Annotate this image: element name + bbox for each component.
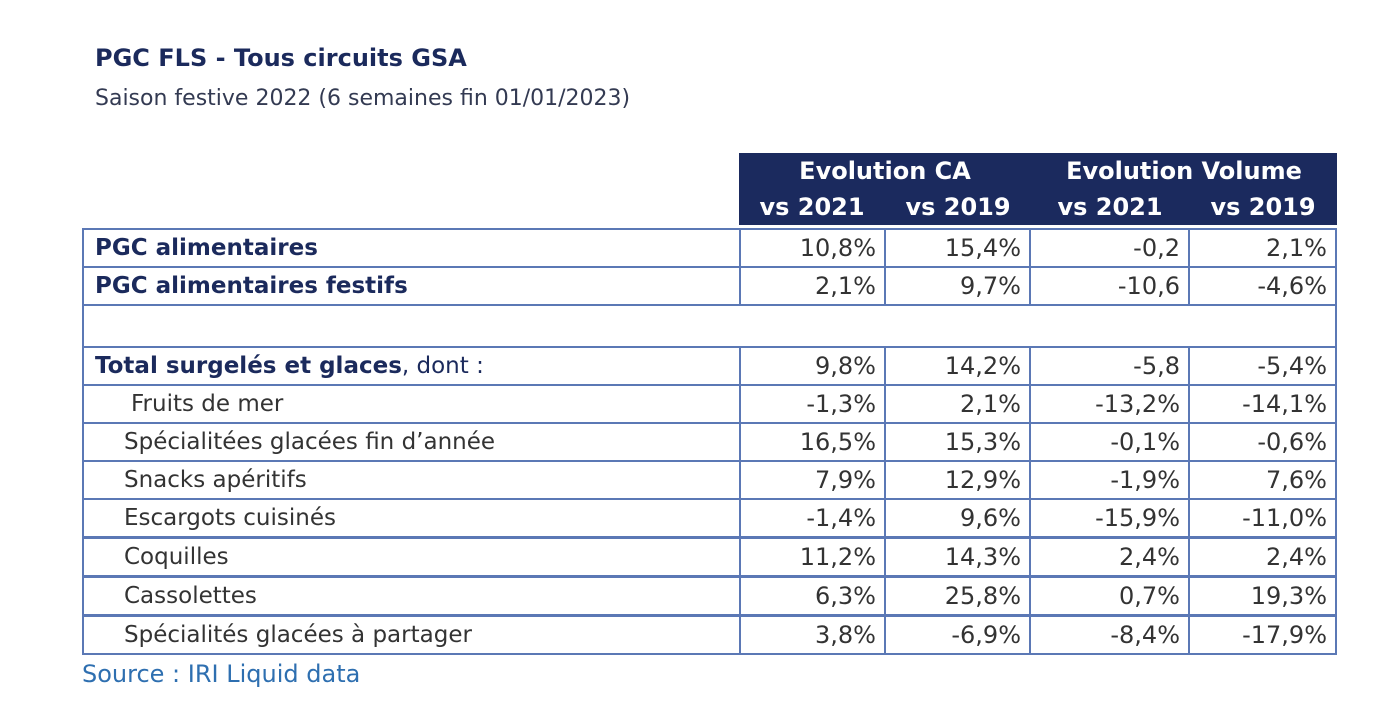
cell-ca-2021: 11,2%: [739, 537, 886, 577]
cell-vol-2019: -4,6%: [1188, 266, 1337, 306]
source-note: Source : IRI Liquid data: [82, 660, 361, 688]
cell-vol-2021: 0,7%: [1029, 576, 1190, 616]
cell-vol-2019: 19,3%: [1188, 576, 1337, 616]
table-row: Fruits de mer -1,3% 2,1% -13,2% -14,1%: [82, 384, 1337, 424]
cell-ca-2019: -6,9%: [884, 615, 1031, 655]
cell-ca-2019: 14,2%: [884, 346, 1031, 386]
cell-ca-2019: 12,9%: [884, 460, 1031, 500]
cell-vol-2021: -0,2: [1029, 228, 1190, 268]
cell-vol-2021: -1,9%: [1029, 460, 1190, 500]
table-row: Total surgelés et glaces, dont : 9,8% 14…: [82, 346, 1337, 386]
table-header: Evolution CA Evolution Volume vs 2021 vs…: [739, 153, 1337, 225]
cell-ca-2021: 10,8%: [739, 228, 886, 268]
cell-vol-2019: 2,1%: [1188, 228, 1337, 268]
cell-ca-2021: 2,1%: [739, 266, 886, 306]
cell-ca-2019: 25,8%: [884, 576, 1031, 616]
table-row: Snacks apéritifs 7,9% 12,9% -1,9% 7,6%: [82, 460, 1337, 500]
cell-ca-2019: 15,3%: [884, 422, 1031, 462]
table-row: PGC alimentaires festifs 2,1% 9,7% -10,6…: [82, 266, 1337, 306]
cell-ca-2019: 15,4%: [884, 228, 1031, 268]
row-label: Escargots cuisinés: [82, 498, 741, 538]
table-row: Cassolettes 6,3% 25,8% 0,7% 19,3%: [82, 576, 1337, 616]
row-label-bold: Total surgelés et glaces: [95, 353, 402, 379]
cell-ca-2019: 9,7%: [884, 266, 1031, 306]
header-col-vol-2021: vs 2021: [1057, 193, 1163, 221]
cell-vol-2021: -15,9%: [1029, 498, 1190, 538]
cell-ca-2021: 9,8%: [739, 346, 886, 386]
cell-vol-2019: -0,6%: [1188, 422, 1337, 462]
header-group-volume: Evolution Volume: [1066, 157, 1302, 185]
row-label: Snacks apéritifs: [82, 460, 741, 500]
row-label-suffix: , dont :: [401, 353, 484, 379]
row-label: Fruits de mer: [82, 384, 741, 424]
cell-vol-2019: 7,6%: [1188, 460, 1337, 500]
spacer-cell: [82, 304, 1337, 348]
row-label: PGC alimentaires festifs: [82, 266, 741, 306]
page-subtitle: Saison festive 2022 (6 semaines fin 01/0…: [95, 86, 631, 111]
table-row: Coquilles 11,2% 14,3% 2,4% 2,4%: [82, 537, 1337, 577]
cell-ca-2019: 14,3%: [884, 537, 1031, 577]
row-label: Spécialités glacées à partager: [82, 615, 741, 655]
header-col-ca-2021: vs 2021: [759, 193, 865, 221]
cell-vol-2019: -5,4%: [1188, 346, 1337, 386]
table-row: Spécialités glacées à partager 3,8% -6,9…: [82, 615, 1337, 655]
cell-vol-2019: -14,1%: [1188, 384, 1337, 424]
cell-ca-2021: 7,9%: [739, 460, 886, 500]
cell-vol-2021: -10,6: [1029, 266, 1190, 306]
cell-ca-2021: 6,3%: [739, 576, 886, 616]
table-row: Spécialitées glacées fin d’année 16,5% 1…: [82, 422, 1337, 462]
cell-vol-2019: -17,9%: [1188, 615, 1337, 655]
spacer-row: [82, 304, 1337, 348]
header-col-vol-2019: vs 2019: [1210, 193, 1316, 221]
cell-ca-2021: 16,5%: [739, 422, 886, 462]
cell-ca-2019: 9,6%: [884, 498, 1031, 538]
cell-vol-2019: 2,4%: [1188, 537, 1337, 577]
page-title: PGC FLS - Tous circuits GSA: [95, 44, 467, 72]
row-label: Cassolettes: [82, 576, 741, 616]
cell-vol-2019: -11,0%: [1188, 498, 1337, 538]
cell-ca-2021: -1,4%: [739, 498, 886, 538]
cell-ca-2021: 3,8%: [739, 615, 886, 655]
row-label: Coquilles: [82, 537, 741, 577]
table-row: PGC alimentaires 10,8% 15,4% -0,2 2,1%: [82, 228, 1337, 268]
cell-vol-2021: -5,8: [1029, 346, 1190, 386]
cell-vol-2021: -13,2%: [1029, 384, 1190, 424]
cell-vol-2021: 2,4%: [1029, 537, 1190, 577]
table-row: Escargots cuisinés -1,4% 9,6% -15,9% -11…: [82, 498, 1337, 538]
cell-vol-2021: -8,4%: [1029, 615, 1190, 655]
cell-ca-2021: -1,3%: [739, 384, 886, 424]
cell-vol-2021: -0,1%: [1029, 422, 1190, 462]
row-label: PGC alimentaires: [82, 228, 741, 268]
header-group-ca: Evolution CA: [799, 157, 971, 185]
row-label: Spécialitées glacées fin d’année: [82, 422, 741, 462]
header-col-ca-2019: vs 2019: [905, 193, 1011, 221]
cell-ca-2019: 2,1%: [884, 384, 1031, 424]
row-label: Total surgelés et glaces, dont :: [82, 346, 741, 386]
